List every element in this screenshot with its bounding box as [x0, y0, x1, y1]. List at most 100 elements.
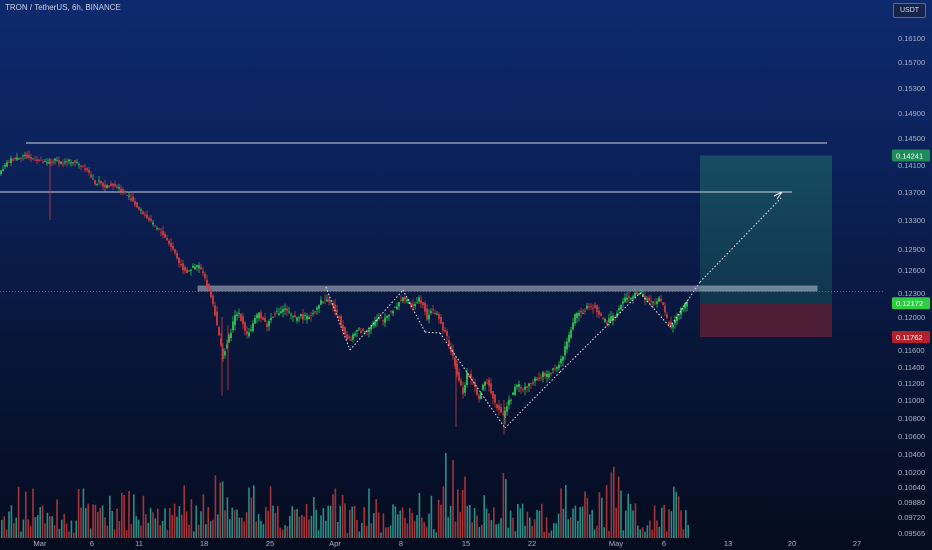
candle-body — [314, 311, 316, 313]
candle-body — [116, 186, 118, 188]
candle-body — [22, 155, 24, 157]
volume-bar — [454, 521, 457, 538]
volume-bar — [241, 517, 243, 538]
candle-body — [580, 310, 582, 313]
volume-bar — [457, 489, 459, 538]
volume-bar — [651, 529, 653, 538]
candle-body — [482, 384, 484, 391]
candle-body — [40, 159, 42, 161]
candle-body — [300, 314, 302, 316]
candle-body — [616, 313, 618, 318]
volume-bar — [445, 453, 447, 538]
volume-bar — [262, 524, 265, 538]
candle-body — [284, 308, 286, 310]
candle-body — [24, 155, 26, 156]
volume-bar — [572, 508, 574, 538]
volume-bar — [634, 503, 637, 538]
volume-bar — [320, 515, 322, 538]
volume-bar — [89, 528, 92, 538]
volume-bar — [310, 515, 313, 538]
volume-bar — [44, 523, 46, 538]
volume-bar — [351, 506, 353, 538]
candle-body — [272, 316, 274, 318]
volume-bar — [157, 508, 159, 538]
candle-body — [6, 162, 8, 167]
candle-body — [566, 341, 568, 350]
candle-body — [426, 308, 428, 320]
volume-bar — [212, 519, 214, 538]
volume-bar — [536, 510, 538, 538]
volume-bar — [121, 492, 123, 538]
candle-body — [118, 187, 120, 189]
candle-body — [574, 314, 576, 324]
volume-bar — [346, 533, 349, 538]
volume-bar — [291, 506, 293, 538]
time-tick-label: 13 — [724, 539, 732, 548]
candle-body — [288, 311, 290, 313]
volume-bar — [154, 518, 157, 538]
volume-bar — [524, 525, 526, 538]
volume-bar — [63, 513, 65, 538]
candle-body — [240, 314, 242, 321]
volume-bar — [373, 513, 375, 538]
volume-bar — [149, 508, 152, 538]
volume-bar — [269, 486, 272, 538]
candle-body — [188, 270, 190, 272]
candle-body — [418, 297, 420, 302]
candle-body — [154, 225, 156, 227]
time-tick-label: 15 — [462, 539, 470, 548]
candle-body — [524, 386, 526, 390]
candle-body — [390, 311, 392, 313]
price-tick-label: 0.14500 — [898, 134, 925, 143]
candle-body — [534, 378, 536, 382]
candle-body — [344, 327, 346, 334]
candle-body — [588, 306, 590, 308]
volume-bar — [658, 527, 661, 538]
volume-bar — [171, 515, 173, 538]
candle-body — [346, 334, 348, 340]
candle-body — [148, 217, 150, 221]
candle-body — [602, 317, 604, 320]
candle-body — [94, 179, 96, 185]
volume-bar — [217, 514, 219, 538]
volume-bar — [166, 529, 169, 538]
volume-bar — [99, 507, 101, 538]
candle-body — [556, 367, 558, 369]
candle-body — [496, 404, 498, 408]
chart-title: TRON / TetherUS, 6h, BINANCE — [5, 3, 121, 12]
pattern-dotted-line — [559, 292, 641, 373]
candle-body — [200, 267, 202, 270]
stop-price-tag-label: 0.11762 — [896, 333, 923, 342]
volume-bar — [632, 510, 634, 538]
candle-body — [260, 312, 262, 319]
candle-body — [544, 373, 546, 376]
candle-body — [654, 303, 656, 305]
pattern-dotted-line — [424, 331, 441, 334]
candle-body — [196, 265, 198, 268]
candle-body — [662, 302, 664, 306]
volume-bar — [661, 507, 663, 538]
volume-bar — [161, 521, 164, 538]
volume-bar — [670, 511, 673, 538]
candle-body — [132, 196, 134, 202]
volume-bar — [329, 505, 332, 538]
volume-bar — [106, 525, 109, 538]
currency-button[interactable]: USDT — [893, 3, 926, 18]
candle-body — [60, 161, 62, 164]
volume-bar — [289, 515, 291, 538]
volume-bar — [593, 529, 596, 538]
volume-bar — [70, 520, 73, 538]
candle-body — [262, 317, 264, 320]
volume-bar — [517, 504, 519, 538]
candle-body — [14, 157, 16, 160]
volume-bar — [387, 527, 389, 538]
volume-bar — [94, 504, 97, 538]
volume-bar — [356, 519, 358, 538]
candle-body — [48, 162, 50, 164]
volume-bar — [317, 530, 320, 538]
candle-body — [460, 380, 462, 386]
candle-body — [584, 310, 586, 312]
candle-body — [638, 293, 640, 295]
volume-bar — [485, 508, 488, 538]
